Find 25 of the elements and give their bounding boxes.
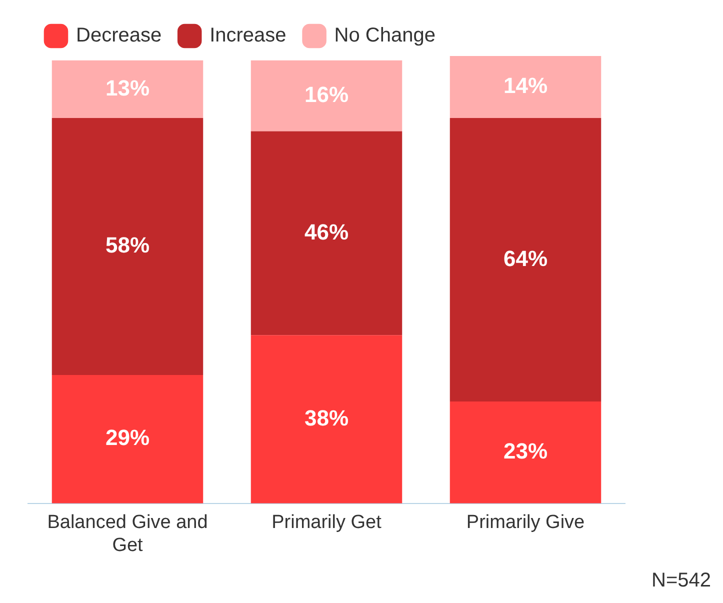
bar [250, 60, 402, 132]
bar [52, 374, 204, 504]
legend-label: No Change [334, 24, 436, 47]
data-label: 23% [503, 438, 548, 464]
data-label: 29% [105, 425, 150, 450]
data-label: 58% [105, 232, 150, 258]
legend-label: Increase [210, 24, 286, 47]
bar [450, 118, 602, 402]
bar [52, 118, 204, 375]
bar [450, 402, 602, 504]
data-label: 14% [503, 73, 548, 98]
bar [250, 335, 402, 504]
legend-label: Decrease [76, 24, 162, 47]
x-tick-label: Primarily Give [466, 512, 585, 534]
x-tick-label: Primarily Get [272, 512, 382, 534]
bar [250, 131, 402, 336]
text: N=542 [652, 570, 711, 592]
bar [450, 56, 602, 118]
data-label: 46% [304, 219, 349, 244]
x-tick-label: Balanced Give and Get [47, 512, 208, 556]
bar [52, 60, 204, 118]
data-label: 64% [503, 246, 548, 271]
data-label: 16% [304, 82, 349, 107]
data-label: 13% [105, 75, 150, 100]
data-label: 38% [304, 405, 349, 430]
